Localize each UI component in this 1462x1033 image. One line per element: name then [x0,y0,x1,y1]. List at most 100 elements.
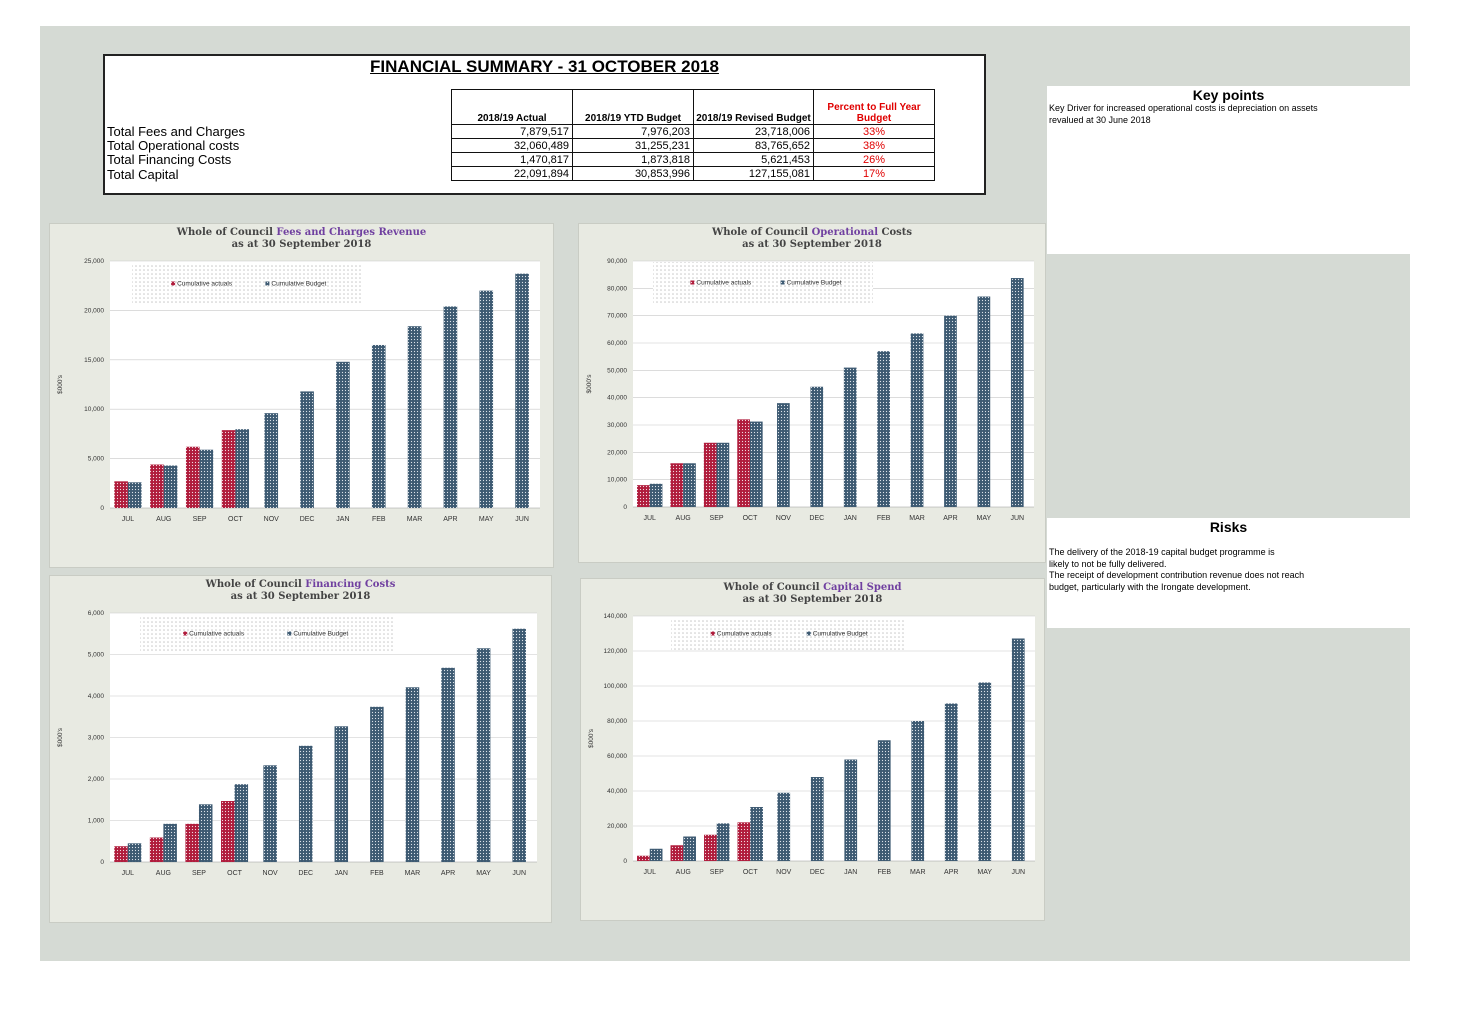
bar-budget [683,463,696,507]
y-tick-label: 1,000 [88,818,105,825]
y-tick-label: 60,000 [607,753,627,760]
x-tick-label: APR [944,869,958,876]
y-tick-label: 120,000 [604,648,628,655]
x-tick-label: NOV [776,869,792,876]
table-row: 7,879,517 7,976,203 23,718,006 33% [451,124,935,139]
cell-pct: 33% [813,124,935,139]
x-tick-label: FEB [370,870,384,877]
y-axis-label: $000's [586,374,593,394]
bar-budget [234,784,249,862]
y-tick-label: 0 [100,505,104,512]
bar-budget [749,421,763,507]
bar-budget [300,391,314,508]
bar-budget [977,296,991,507]
y-tick-label: 5,000 [88,456,105,463]
key-points-title: Key points [1192,87,1265,103]
y-tick-label: 3,000 [88,735,105,742]
bar-budget [1011,638,1025,861]
legend [671,618,905,650]
bar-budget [1010,278,1024,507]
bar-actual [221,800,235,862]
bar-budget [235,429,250,508]
x-tick-label: OCT [743,869,759,876]
y-tick-label: 80,000 [607,718,627,725]
cell-ytd: 1,873,818 [572,152,694,167]
x-tick-label: JUN [1011,869,1025,876]
x-tick-label: DEC [300,516,315,523]
y-tick-label: 80,000 [607,285,627,292]
x-tick-label: MAY [479,516,494,523]
y-tick-label: 90,000 [607,258,627,265]
y-axis-label: $000's [57,727,64,747]
bar-actual [637,855,650,861]
x-tick-label: DEC [298,870,313,877]
bar-budget [479,290,494,508]
x-tick-label: JUL [122,870,135,877]
y-tick-label: 100,000 [604,683,628,690]
bar-budget [127,843,142,862]
x-tick-label: APR [943,515,957,522]
col-revised-budget: 2018/19 Revised Budget [693,89,814,125]
table-row: 32,060,489 31,255,231 83,765,652 38% [451,138,935,153]
x-tick-label: JAN [844,515,857,522]
chart-svg: Whole of Council Fees and Charges Revenu… [57,227,540,523]
bar-actual [637,485,650,507]
x-tick-label: JAN [844,869,857,876]
x-tick-label: MAR [407,516,423,523]
risks-line: budget, particularly with the Irongate d… [1049,581,1251,592]
bar-actual [150,464,164,508]
legend-label: Cumulative actuals [717,631,773,638]
legend-swatch [690,280,695,285]
bar-actual [703,442,717,507]
y-tick-label: 10,000 [84,406,104,413]
x-tick-label: MAY [476,870,491,877]
x-tick-label: MAR [405,870,421,877]
x-tick-label: FEB [877,515,891,522]
bar-actual [737,419,750,507]
fees-charges-chart: Whole of Council Fees and Charges Revenu… [49,223,554,568]
table-row: 22,091,894 30,853,996 127,155,081 17% [451,166,935,181]
x-tick-label: JAN [335,870,348,877]
bar-budget [910,333,924,507]
y-tick-label: 10,000 [607,477,627,484]
y-tick-label: 40,000 [607,788,627,795]
y-tick-label: 60,000 [607,340,627,347]
bar-budget [163,465,178,508]
y-tick-label: 25,000 [84,258,104,265]
bar-budget [649,483,663,507]
y-tick-label: 30,000 [607,422,627,429]
risks-line: The receipt of development contribution … [1049,570,1305,580]
cell-pct: 38% [813,138,935,153]
table-row: 1,470,817 1,873,818 5,621,453 26% [451,152,935,167]
risks-panel: Risks The delivery of the 2018-19 capita… [1047,518,1410,628]
x-tick-label: OCT [227,870,243,877]
cell-revised: 83,765,652 [693,138,814,153]
row-label-capital: Total Capital [107,166,179,182]
x-tick-label: OCT [228,516,244,523]
chart-title: Whole of Council Capital Spend [722,582,901,593]
row-label-operational: Total Operational costs [107,138,240,154]
col-ytd-budget: 2018/19 YTD Budget [572,89,694,125]
bar-budget [777,403,790,507]
x-tick-label: AUG [156,870,171,877]
legend-swatch [806,631,811,636]
legend-swatch [287,631,292,636]
cell-actual: 7,879,517 [451,124,573,139]
bar-actual [149,837,164,862]
legend-swatch [710,631,715,636]
capital-spend-chart: Whole of Council Capital Spend as at 30 S… [580,578,1045,921]
plot-area [633,616,1035,861]
chart-subtitle: as at 30 September 2018 [743,594,883,605]
bar-actual [114,846,128,862]
bar-budget [944,315,957,507]
key-points-line: Key Driver for increased operational cos… [1049,103,1318,113]
x-tick-label: AUG [676,869,691,876]
col-actual: 2018/19 Actual [451,89,573,125]
financial-summary: FINANCIAL SUMMARY - 31 OCTOBER 2018 Tota… [103,54,986,195]
row-label-fees: Total Fees and Charges [107,124,246,139]
x-tick-label: JUL [643,515,656,522]
y-tick-label: 140,000 [604,613,628,620]
y-tick-label: 20,000 [607,823,627,830]
x-tick-label: JUL [122,516,135,523]
